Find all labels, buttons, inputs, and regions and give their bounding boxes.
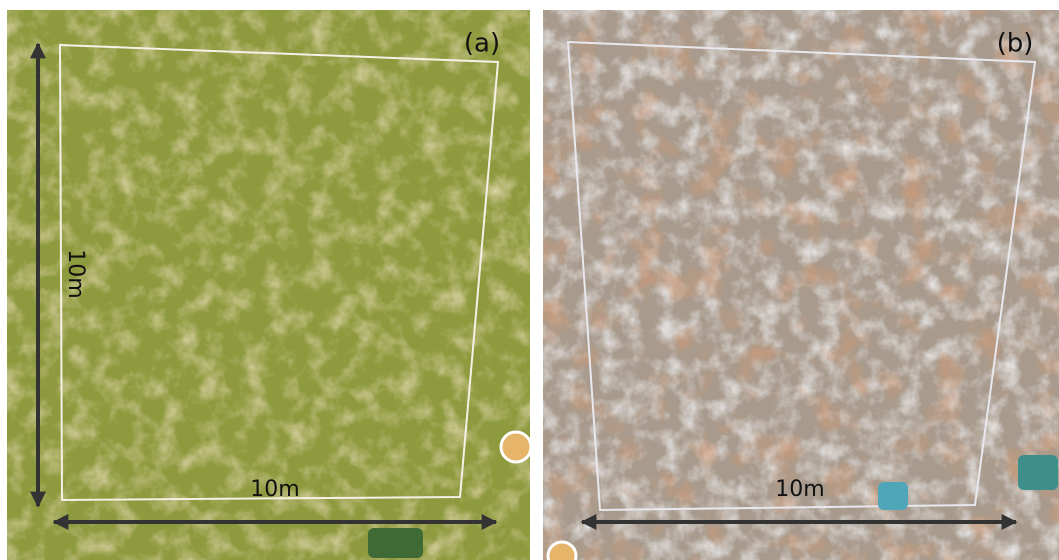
equipment [368,528,423,558]
figure: (a) 10m 10m (b) 10m [0,0,1059,560]
dimension-label: 10m [63,249,88,298]
person [878,482,908,510]
page: (a) 10m 10m (b) 10m (() => { const data … [0,0,1059,560]
panel-a: (a) 10m 10m [7,10,531,560]
equipment [1018,455,1058,490]
marker-disc [548,542,576,560]
marker-disc [501,432,531,462]
panel-label: (a) [464,29,500,59]
dimension-label: 10m [250,477,299,502]
dimension-label: 10m [775,477,824,502]
panel-b: (b) 10m [543,10,1059,560]
panel-label: (b) [997,29,1034,59]
